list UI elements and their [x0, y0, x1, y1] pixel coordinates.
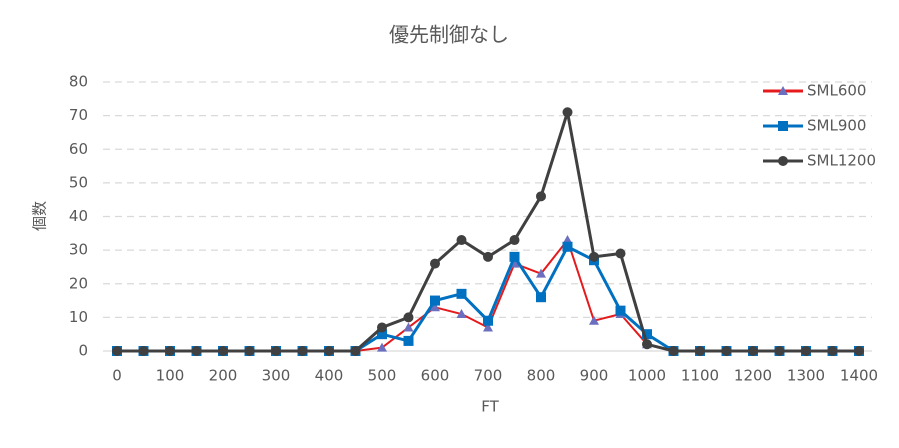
marker [218, 346, 228, 356]
y-tick-label: 60 [69, 140, 88, 158]
x-axis-label: FT [481, 398, 499, 416]
marker [642, 339, 652, 350]
marker [642, 329, 652, 340]
marker [483, 315, 493, 326]
x-tick-label: 600 [421, 367, 450, 385]
marker [509, 251, 520, 262]
marker [456, 235, 467, 246]
marker [165, 346, 175, 356]
marker [801, 346, 811, 356]
marker [403, 312, 414, 323]
marker [615, 248, 626, 259]
x-tick-label: 1200 [734, 367, 772, 385]
x-tick-label: 400 [315, 367, 344, 385]
marker [350, 346, 361, 356]
marker [271, 346, 281, 356]
x-tick-label: 1100 [681, 367, 719, 385]
marker [854, 346, 864, 356]
x-tick-label: 0 [112, 367, 122, 385]
x-tick-label: 900 [580, 367, 609, 385]
marker [695, 346, 705, 356]
marker [138, 346, 149, 356]
marker [615, 305, 626, 316]
marker [483, 251, 493, 262]
marker [112, 346, 122, 356]
marker [430, 258, 440, 269]
legend-label: SML1200 [807, 152, 876, 170]
marker [589, 251, 599, 262]
x-tick-label: 1000 [628, 367, 666, 385]
marker [403, 335, 414, 346]
marker [668, 346, 679, 356]
marker [430, 302, 440, 312]
marker [377, 329, 387, 340]
legend-label: SML900 [807, 117, 866, 135]
series-line [117, 111, 859, 353]
marker [536, 191, 546, 202]
marker [536, 292, 546, 303]
series-line [117, 244, 859, 353]
legend-label: SML600 [807, 82, 866, 100]
y-tick-label: 10 [69, 308, 88, 326]
x-tick-label: 200 [209, 367, 238, 385]
marker [509, 235, 520, 246]
x-tick-label: 800 [527, 367, 556, 385]
y-axis-label: 個数 [31, 201, 49, 231]
marker [536, 268, 546, 278]
legend-marker [778, 121, 788, 131]
marker [430, 295, 440, 306]
y-tick-label: 0 [78, 342, 88, 360]
x-tick-label: 300 [262, 367, 291, 385]
x-tick-label: 700 [474, 367, 503, 385]
marker [377, 322, 387, 333]
x-tick-label: 1300 [787, 367, 825, 385]
marker [721, 346, 732, 356]
legend-marker [778, 156, 788, 166]
marker [562, 107, 573, 118]
y-tick-label: 20 [69, 274, 88, 292]
marker [589, 315, 599, 325]
marker [483, 322, 493, 332]
y-tick-label: 50 [69, 173, 88, 191]
legend-marker [778, 86, 788, 95]
y-tick-label: 80 [69, 73, 88, 91]
marker [403, 322, 414, 332]
x-tick-label: 100 [156, 367, 185, 385]
marker [456, 309, 467, 319]
marker [562, 241, 573, 252]
chart-title: 優先制御なし [389, 23, 509, 47]
marker [774, 346, 785, 356]
y-tick-label: 30 [69, 241, 88, 259]
y-tick-label: 40 [69, 207, 88, 225]
marker [827, 346, 838, 356]
marker [244, 346, 255, 356]
x-tick-label: 1400 [840, 367, 878, 385]
y-tick-label: 70 [69, 106, 88, 124]
marker [191, 346, 202, 356]
x-tick-label: 500 [368, 367, 397, 385]
marker [324, 346, 334, 356]
marker [297, 346, 308, 356]
marker [748, 346, 758, 356]
marker [456, 288, 467, 299]
marker [377, 342, 387, 352]
